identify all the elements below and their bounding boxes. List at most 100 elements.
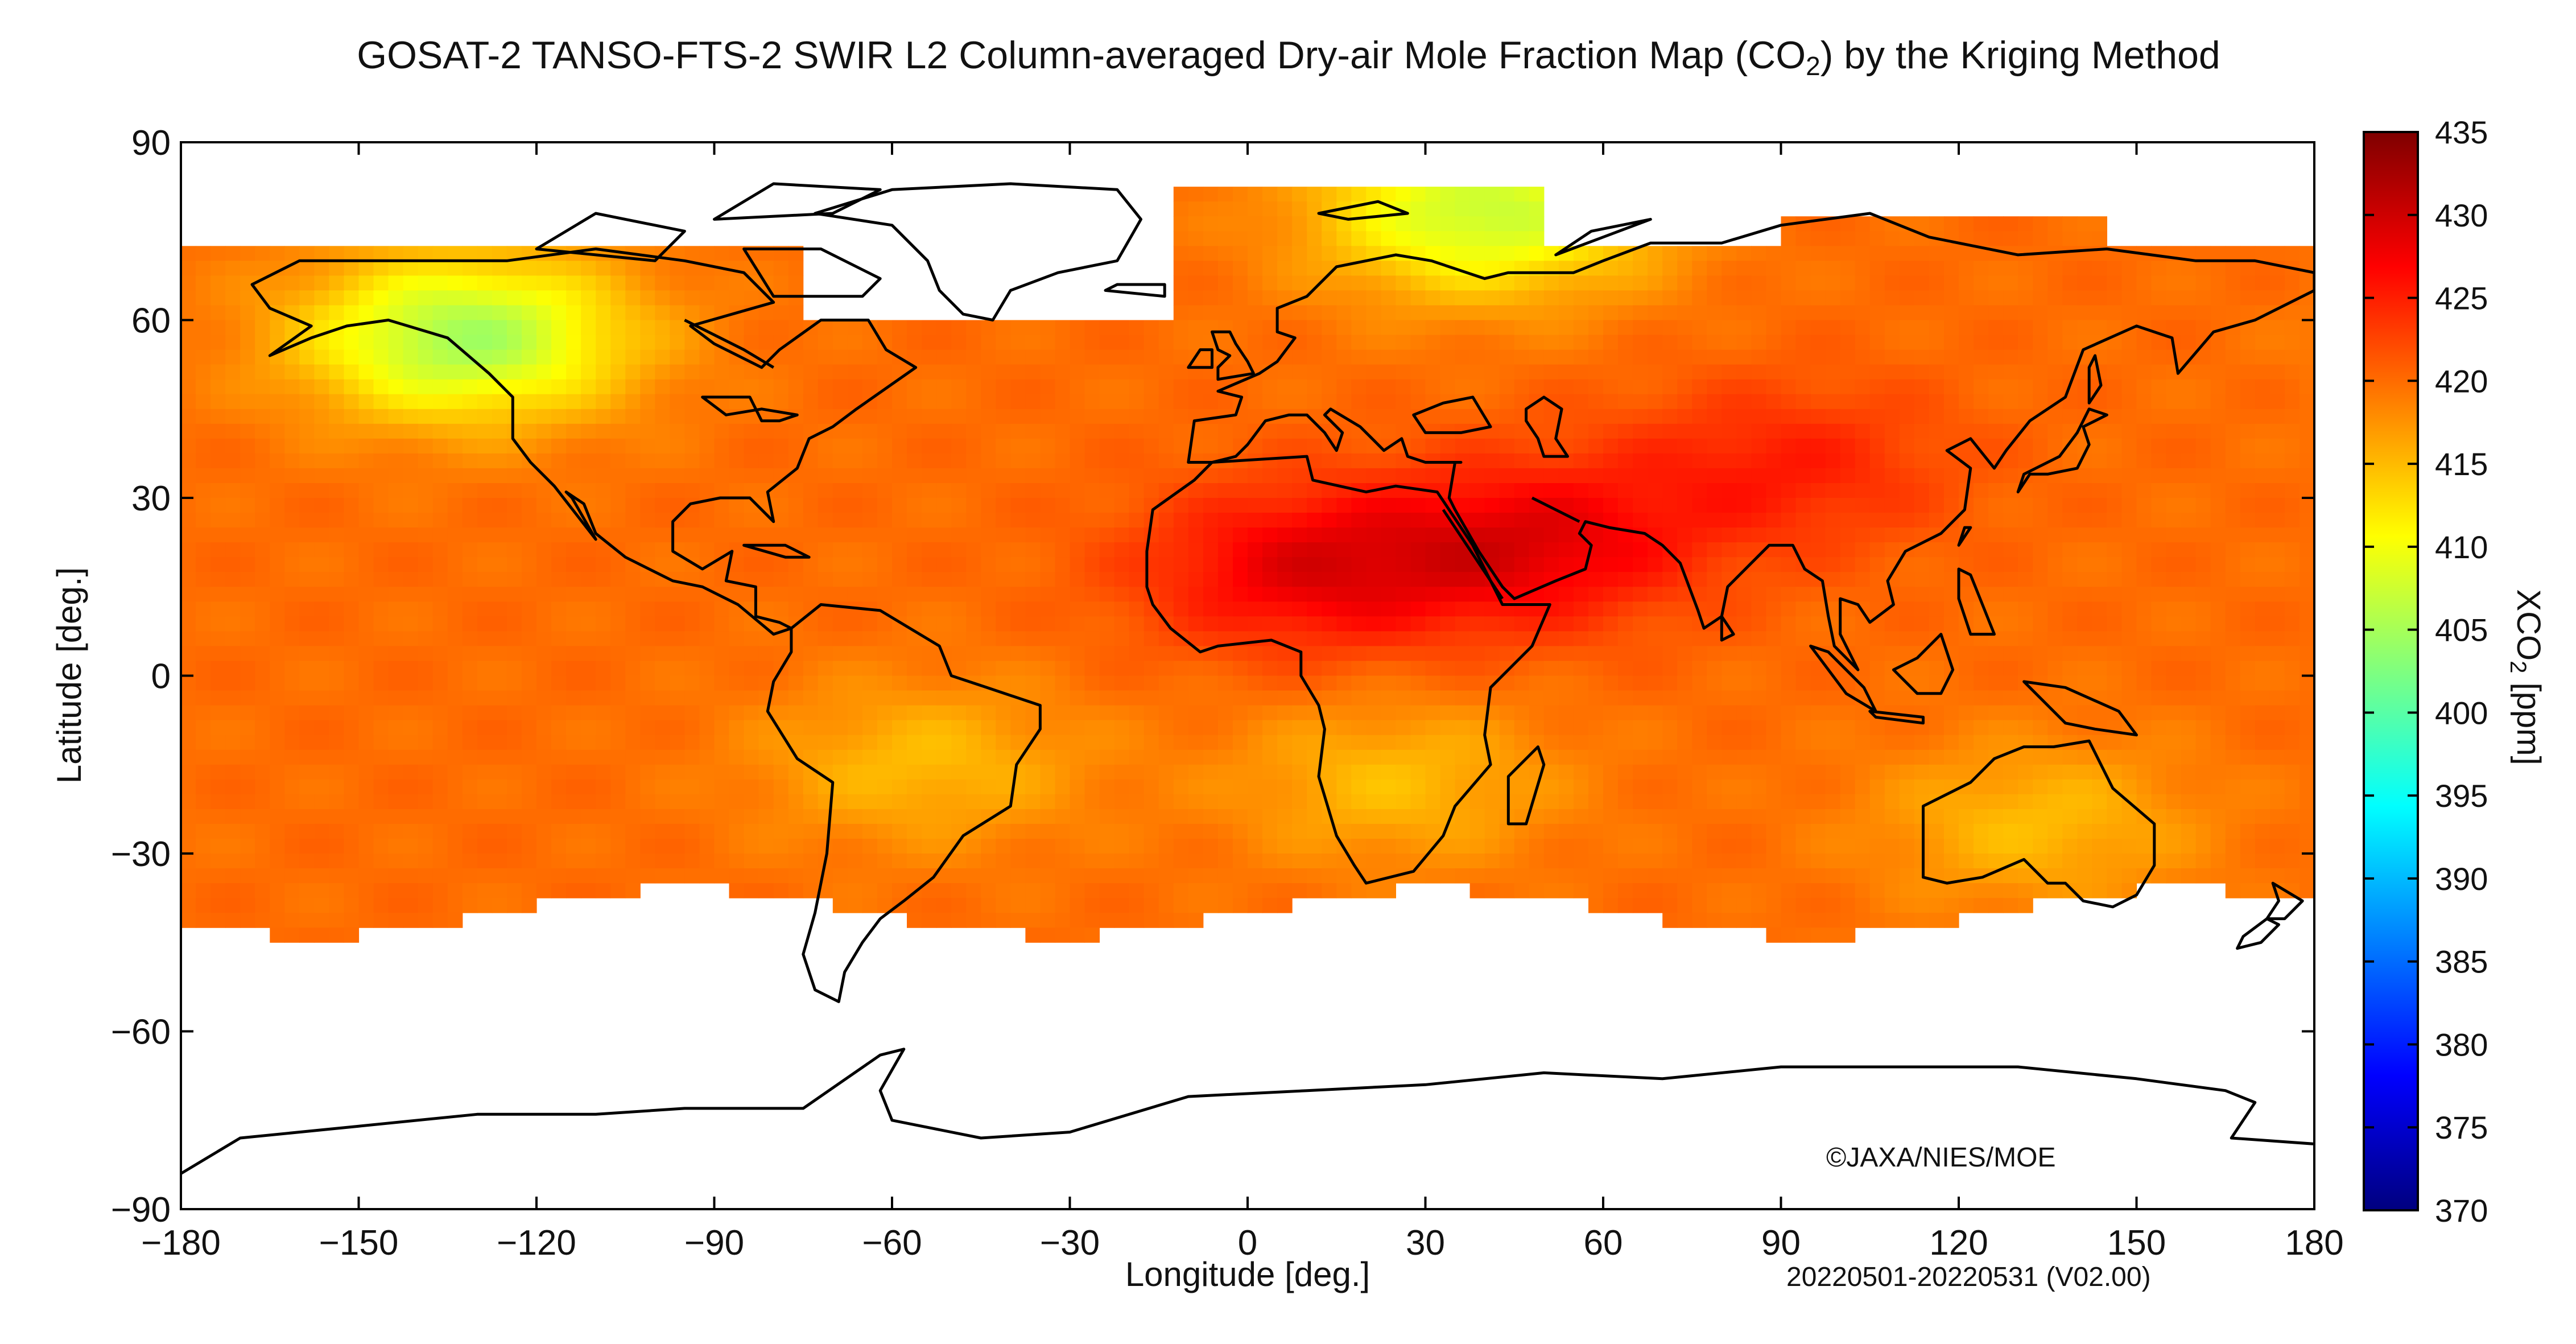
xco2-cell bbox=[1484, 364, 1500, 380]
xco2-cell bbox=[818, 513, 833, 528]
xco2-cell bbox=[1499, 690, 1515, 706]
xco2-cell bbox=[551, 513, 567, 528]
xco2-cell bbox=[596, 305, 611, 321]
xco2-cell bbox=[418, 246, 434, 261]
xco2-cell bbox=[344, 601, 360, 617]
xco2-cell bbox=[1692, 290, 1707, 306]
xco2-cell bbox=[625, 409, 641, 424]
xco2-cell bbox=[388, 468, 404, 484]
xco2-cell bbox=[625, 661, 641, 677]
xco2-cell bbox=[314, 601, 329, 617]
xco2-cell bbox=[936, 749, 952, 765]
xco2-cell bbox=[1869, 542, 1885, 558]
xco2-cell bbox=[225, 320, 241, 336]
xco2-cell bbox=[2240, 423, 2256, 439]
xco2-cell bbox=[2195, 483, 2211, 498]
xco2-cell bbox=[581, 587, 596, 602]
xco2-cell bbox=[1129, 527, 1145, 543]
xco2-cell bbox=[551, 705, 567, 721]
xco2-cell bbox=[1469, 216, 1485, 232]
xco2-cell bbox=[1129, 646, 1145, 661]
xco2-cell bbox=[1455, 438, 1471, 454]
xco2-cell bbox=[299, 749, 315, 765]
xco2-cell bbox=[388, 572, 404, 587]
xco2-cell bbox=[1573, 735, 1589, 751]
xco2-cell bbox=[1351, 735, 1367, 751]
xco2-cell bbox=[522, 438, 537, 454]
xco2-cell bbox=[1025, 335, 1041, 351]
xco2-cell bbox=[1633, 261, 1648, 276]
xco2-cell bbox=[1129, 379, 1145, 395]
xco2-cell bbox=[299, 275, 315, 291]
xco2-cell bbox=[1366, 335, 1381, 351]
xco2-cell bbox=[1322, 394, 1337, 410]
xco2-cell bbox=[1944, 572, 1959, 587]
xco2-cell bbox=[388, 513, 404, 528]
xco2-cell bbox=[996, 616, 1011, 632]
xco2-cell bbox=[1351, 690, 1367, 706]
xco2-cell bbox=[2284, 557, 2300, 572]
xco2-cell bbox=[1558, 527, 1574, 543]
xco2-cell bbox=[1158, 557, 1174, 572]
xco2-cell bbox=[225, 261, 241, 276]
xco2-cell bbox=[1173, 735, 1189, 751]
xco2-cell bbox=[2151, 675, 2167, 691]
xco2-cell bbox=[1233, 320, 1248, 336]
xco2-cell bbox=[284, 616, 300, 632]
xco2-cell bbox=[492, 438, 507, 454]
xco2-cell bbox=[299, 705, 315, 721]
xco2-cell bbox=[314, 527, 329, 543]
xco2-cell bbox=[832, 675, 848, 691]
xco2-cell bbox=[536, 749, 552, 765]
xco2-cell bbox=[225, 572, 241, 587]
xco2-cell bbox=[225, 275, 241, 291]
xco2-cell bbox=[1781, 364, 1797, 380]
xco2-cell bbox=[2225, 409, 2241, 424]
xco2-cell bbox=[551, 364, 567, 380]
xco2-cell bbox=[2240, 483, 2256, 498]
xco2-cell bbox=[832, 572, 848, 587]
xco2-cell bbox=[803, 705, 819, 721]
xco2-cell bbox=[1707, 735, 1722, 751]
xco2-cell bbox=[655, 261, 670, 276]
xco2-cell bbox=[255, 468, 270, 484]
xco2-cell bbox=[1114, 453, 1130, 469]
xco2-cell bbox=[522, 661, 537, 677]
xco2-cell bbox=[2181, 261, 2197, 276]
xco2-cell bbox=[1869, 631, 1885, 646]
xco2-cell bbox=[1899, 349, 1915, 365]
xco2-cell bbox=[1173, 246, 1189, 261]
xco2-cell bbox=[1869, 290, 1885, 306]
xco2-cell bbox=[1277, 587, 1293, 602]
xco2-cell bbox=[1173, 261, 1189, 276]
xco2-cell bbox=[1781, 513, 1797, 528]
xco2-cell bbox=[1307, 261, 1322, 276]
xco2-cell bbox=[2018, 616, 2033, 632]
xco2-cell bbox=[1529, 231, 1545, 246]
xco2-cell bbox=[1084, 557, 1100, 572]
xco2-cell bbox=[1292, 631, 1307, 646]
xco2-cell bbox=[1499, 379, 1515, 395]
xco2-cell bbox=[2300, 379, 2314, 395]
xco2-cell bbox=[1959, 423, 1974, 439]
xco2-cell bbox=[1736, 661, 1752, 677]
xco2-cell bbox=[596, 379, 611, 395]
xco2-cell bbox=[181, 631, 196, 646]
xco2-cell bbox=[255, 690, 270, 706]
xco2-cell bbox=[2166, 453, 2182, 469]
xco2-cell bbox=[270, 453, 285, 469]
xco2-cell bbox=[1173, 498, 1189, 513]
xco2-cell bbox=[462, 572, 478, 587]
xco2-cell bbox=[729, 675, 745, 691]
xco2-cell bbox=[1129, 587, 1145, 602]
xco2-cell bbox=[1469, 616, 1485, 632]
xco2-cell bbox=[1633, 675, 1648, 691]
xco2-cell bbox=[314, 349, 329, 365]
xco2-cell bbox=[2210, 349, 2226, 365]
xco2-cell bbox=[2300, 394, 2314, 410]
xco2-cell bbox=[1396, 409, 1411, 424]
xco2-cell bbox=[2047, 720, 2063, 736]
xco2-cell bbox=[670, 275, 685, 291]
xco2-cell bbox=[329, 735, 344, 751]
xco2-cell bbox=[2166, 587, 2182, 602]
